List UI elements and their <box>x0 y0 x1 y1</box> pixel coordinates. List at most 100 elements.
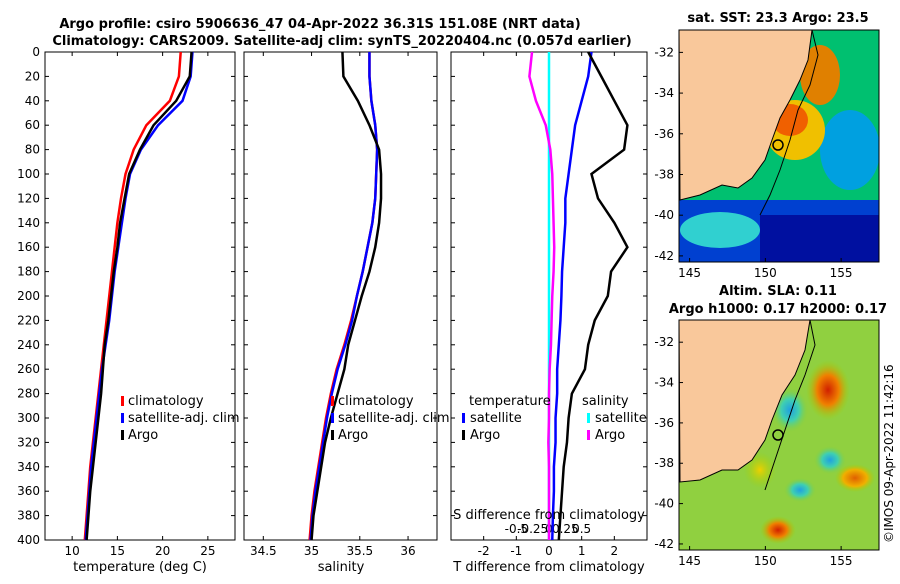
legend-s-climatology: climatology <box>338 394 414 409</box>
sla-ticks: 145 150 155 -32 -34 -36 -38 -40 -42 <box>654 335 852 568</box>
sst-isobath <box>759 30 819 216</box>
map-ytick-label: -34 <box>654 376 674 390</box>
salinity-line-argo <box>310 51 383 541</box>
legend-s-argo-swatch <box>331 430 334 440</box>
sla-low-eddy <box>772 388 808 432</box>
sst-map: sat. SST: 23.3 Argo: 23.5 145 150 155 -32 -3… <box>654 11 880 280</box>
salinity-ticks: 34.5 35 35.5 36 <box>244 51 437 558</box>
map-xtick-label: 150 <box>754 554 777 568</box>
ytick-label: 280 <box>17 387 40 401</box>
difference-line-temperature-argo <box>557 51 629 541</box>
imos-credit: ©IMOS 09-Apr-2022 11:42:16 <box>882 364 896 543</box>
sst-map-title: sat. SST: 23.3 Argo: 23.5 <box>687 11 868 26</box>
xtick-label: 35.5 <box>346 544 373 558</box>
sst-frame <box>678 29 880 263</box>
legend-satellite: satellite-adj. clim <box>128 411 240 426</box>
legend-temperature-header: temperature <box>469 394 551 409</box>
salinity-panel: 34.5 35 35.5 36 salinity climatology satell… <box>243 51 450 575</box>
ytick-label: 260 <box>17 362 40 376</box>
ytick-label: 360 <box>17 484 40 498</box>
xtick-label: 1 <box>578 544 586 558</box>
sst-east-warm <box>800 45 840 105</box>
sst-ticks: 145 150 155 -32 -34 -36 -38 -40 -42 <box>654 45 852 280</box>
difference-x2label: S difference from climatology <box>453 508 645 523</box>
difference-line-salinity-argo <box>528 51 556 540</box>
temperature-line-argo <box>85 51 193 541</box>
map-ytick-label: -32 <box>654 45 674 59</box>
map-xtick-label: 155 <box>830 554 853 568</box>
sst-land <box>679 30 813 201</box>
sla-yellow <box>744 452 776 488</box>
map-ytick-label: -36 <box>654 127 674 141</box>
sla-high-east <box>835 464 875 492</box>
legend-s-satellite: satellite-adj. clim <box>338 411 450 426</box>
legend-t-argo-swatch <box>462 430 465 440</box>
ytick-label: 340 <box>17 460 40 474</box>
xtick-label: 35 <box>304 544 319 558</box>
salinity-legend: climatology satellite-adj. clim Argo <box>331 394 450 443</box>
xtick-label: -1 <box>510 544 522 558</box>
sla-low-south <box>784 478 816 502</box>
difference-xlabel: T difference from climatology <box>452 560 645 575</box>
map-xtick-label: 145 <box>678 266 701 280</box>
x2tick-label: -0.25 <box>517 522 548 536</box>
difference-lines <box>528 51 629 541</box>
map-ytick-label: -38 <box>654 167 674 181</box>
legend-t-satellite-swatch <box>462 413 465 423</box>
sla-isobath <box>764 320 816 491</box>
legend-s-argo-diff-swatch <box>587 430 590 440</box>
legend-s-satellite-swatch <box>331 413 334 423</box>
ytick-label: 120 <box>17 191 40 205</box>
temperature-xlabel: temperature (deg C) <box>73 560 207 575</box>
map-ytick-label: -40 <box>654 208 674 222</box>
xtick-label: 36 <box>400 544 415 558</box>
legend-argo: Argo <box>128 428 158 443</box>
temperature-ticks: 0 20 40 60 80 100 120 140 160 180 200 220 240 260 280 3… <box>17 45 235 558</box>
temperature-axes <box>44 51 236 541</box>
x2tick-label: 0.5 <box>572 522 591 536</box>
xtick-label: 0 <box>545 544 553 558</box>
ytick-label: 20 <box>25 69 40 83</box>
temperature-panel: 0 20 40 60 80 100 120 140 160 180 200 220 240 260 280 3… <box>17 45 240 575</box>
xtick-label: 15 <box>110 544 125 558</box>
legend-s-argo: Argo <box>338 428 368 443</box>
legend-s-sat-swatch <box>587 413 590 423</box>
ytick-label: 0 <box>32 45 40 59</box>
ytick-label: 160 <box>17 240 40 254</box>
map-xtick-label: 145 <box>678 554 701 568</box>
title-line1: Argo profile: csiro 5906636_47 04-Apr-20… <box>59 17 580 32</box>
map-ytick-label: -42 <box>654 249 674 263</box>
ytick-label: 220 <box>17 313 40 327</box>
salinity-xlabel: salinity <box>318 560 365 575</box>
ytick-label: 400 <box>17 533 40 547</box>
map-ytick-label: -32 <box>654 335 674 349</box>
xtick-label: 34.5 <box>250 544 277 558</box>
legend-satellite-swatch <box>121 413 124 423</box>
map-ytick-label: -34 <box>654 86 674 100</box>
sla-high-south <box>760 516 796 544</box>
salinity-lines <box>308 51 383 541</box>
ytick-label: 380 <box>17 509 40 523</box>
ytick-label: 40 <box>25 94 40 108</box>
salinity-axes <box>243 51 438 541</box>
difference-legend: temperature satellite Argo salinity sate… <box>462 394 647 443</box>
legend-s-climatology-swatch <box>331 396 334 406</box>
ytick-label: 320 <box>17 435 40 449</box>
map-ytick-label: -42 <box>654 537 674 551</box>
ytick-label: 180 <box>17 265 40 279</box>
sst-colder-region <box>760 215 879 262</box>
ytick-label: 200 <box>17 289 40 303</box>
sla-land <box>679 320 811 483</box>
sla-map-title1: Altim. SLA: 0.11 <box>719 284 837 299</box>
legend-salinity-header: salinity <box>582 394 629 409</box>
ytick-label: 140 <box>17 216 40 230</box>
map-ytick-label: -38 <box>654 456 674 470</box>
ytick-label: 80 <box>25 143 40 157</box>
title-line2: Climatology: CARS2009. Satellite-adj cli… <box>52 34 631 49</box>
sst-blue-patch <box>820 110 879 190</box>
sst-argo-marker <box>772 139 784 151</box>
xtick-label: 10 <box>65 544 80 558</box>
sla-high-eddy <box>806 360 850 420</box>
